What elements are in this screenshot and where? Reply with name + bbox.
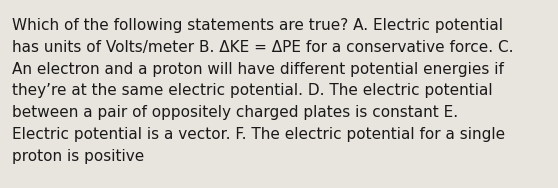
Text: has units of Volts/meter B. ΔKE = ΔPE for a conservative force. C.: has units of Volts/meter B. ΔKE = ΔPE fo… bbox=[12, 40, 513, 55]
Text: between a pair of oppositely charged plates is constant E.: between a pair of oppositely charged pla… bbox=[12, 105, 458, 120]
Text: An electron and a proton will have different potential energies if: An electron and a proton will have diffe… bbox=[12, 62, 504, 77]
Text: they’re at the same electric potential. D. The electric potential: they’re at the same electric potential. … bbox=[12, 83, 493, 98]
Text: proton is positive: proton is positive bbox=[12, 149, 145, 164]
Text: Which of the following statements are true? A. Electric potential: Which of the following statements are tr… bbox=[12, 18, 503, 33]
Text: Electric potential is a vector. F. The electric potential for a single: Electric potential is a vector. F. The e… bbox=[12, 127, 505, 142]
